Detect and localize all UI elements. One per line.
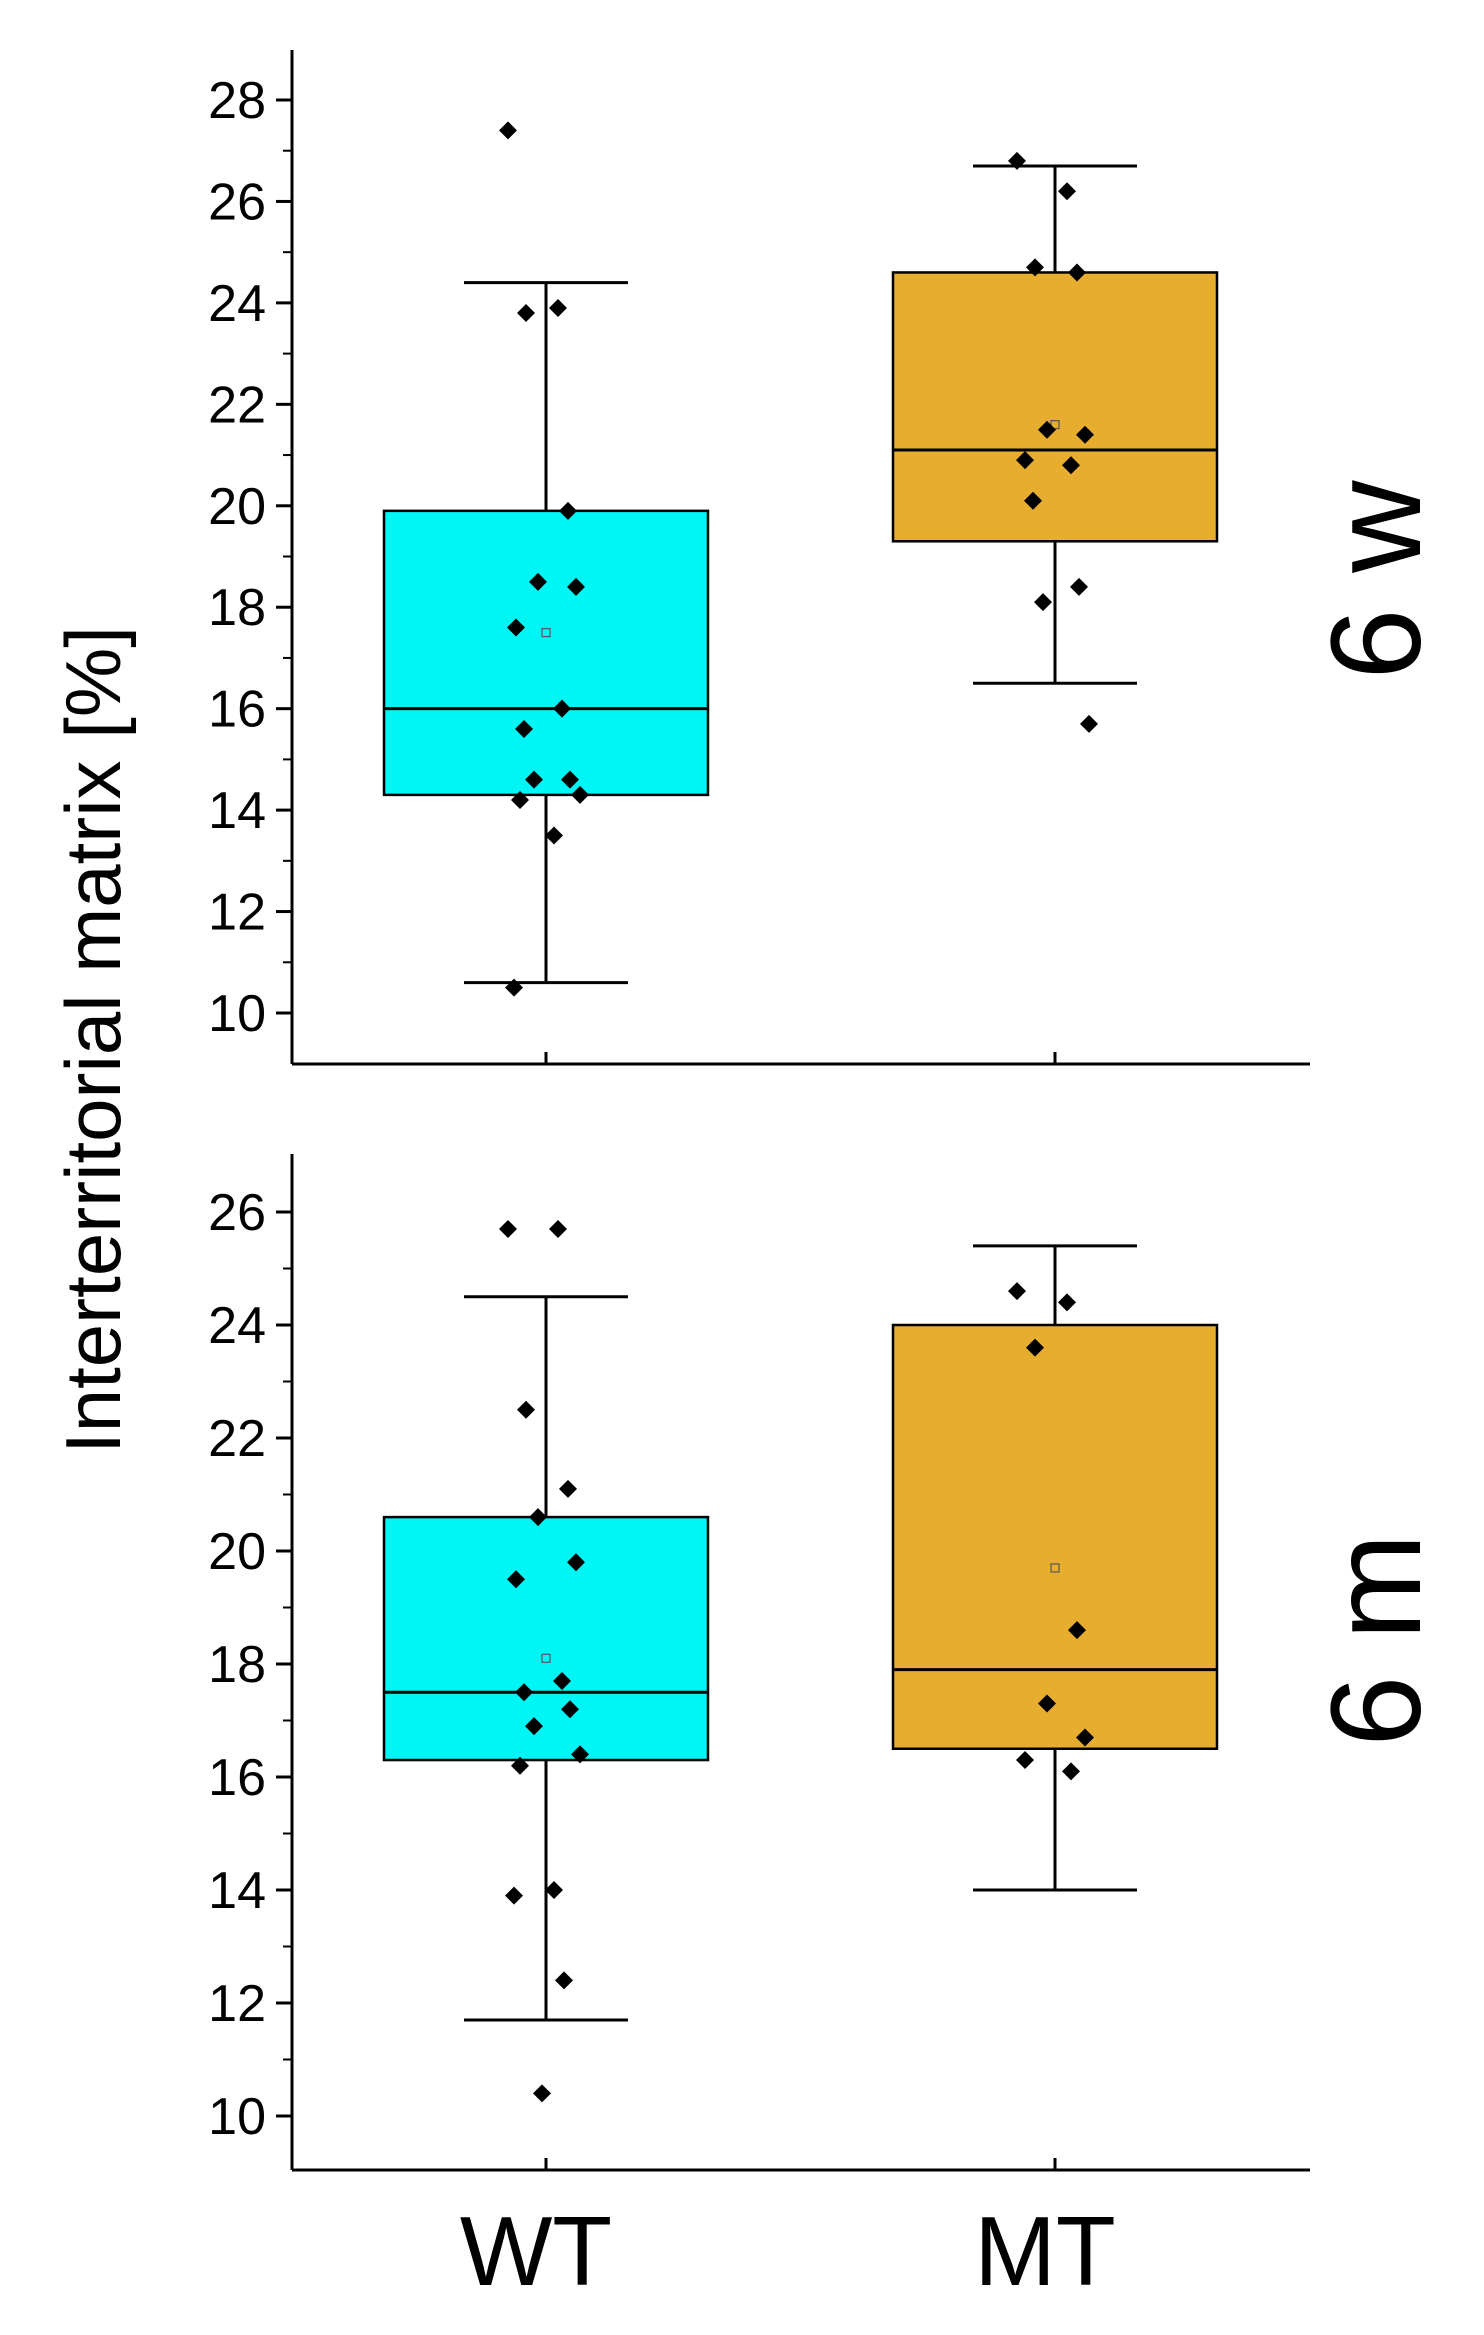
data-point bbox=[545, 1881, 563, 1899]
box-iqr bbox=[382, 1515, 710, 1762]
data-point bbox=[1058, 1293, 1076, 1312]
y-tick-label: 14 bbox=[208, 1862, 266, 1920]
x-category-label: MT bbox=[974, 2196, 1116, 2306]
data-point bbox=[549, 1219, 567, 1238]
y-tick-label: 10 bbox=[208, 985, 266, 1043]
y-tick-label: 24 bbox=[208, 275, 266, 333]
data-point bbox=[1062, 456, 1080, 475]
data-point bbox=[559, 1479, 577, 1498]
data-point bbox=[499, 121, 517, 140]
panel-label: 6 m bbox=[1305, 1533, 1448, 1746]
data-point bbox=[555, 1971, 573, 1990]
data-point bbox=[571, 1745, 589, 1764]
data-point bbox=[549, 298, 567, 317]
panel-label: 6 w bbox=[1305, 480, 1448, 680]
y-tick-label: 16 bbox=[208, 681, 266, 739]
y-tick-label: 12 bbox=[208, 884, 266, 942]
data-point bbox=[1024, 491, 1042, 510]
data-point bbox=[529, 572, 547, 591]
data-point bbox=[1034, 593, 1052, 612]
data-point bbox=[515, 719, 533, 738]
x-category-label: WT bbox=[460, 2196, 612, 2306]
data-point bbox=[533, 2084, 551, 2103]
data-point bbox=[1008, 1282, 1026, 1301]
mean-marker bbox=[1050, 1563, 1060, 1573]
y-tick-label: 18 bbox=[208, 1636, 266, 1694]
data-point bbox=[525, 1717, 543, 1736]
y-tick-label: 12 bbox=[208, 1975, 266, 2033]
y-tick-label: 22 bbox=[208, 376, 266, 434]
data-point bbox=[1026, 1338, 1044, 1357]
data-point bbox=[571, 785, 589, 804]
data-point bbox=[1068, 1621, 1086, 1640]
data-point bbox=[1070, 577, 1088, 596]
box-iqr bbox=[891, 271, 1219, 543]
data-point bbox=[511, 790, 529, 809]
data-point bbox=[1068, 263, 1086, 282]
data-point bbox=[561, 770, 579, 789]
box-iqr bbox=[891, 1323, 1219, 1750]
data-point bbox=[1016, 1751, 1034, 1770]
y-axis-label: Interterritorial matrix [%] bbox=[49, 626, 137, 1454]
box-iqr bbox=[382, 509, 710, 797]
y-tick-label: 14 bbox=[208, 782, 266, 840]
data-point bbox=[1080, 714, 1098, 733]
data-point bbox=[1038, 420, 1056, 439]
y-tick-label: 20 bbox=[208, 478, 266, 536]
data-point bbox=[529, 1508, 547, 1527]
data-point bbox=[525, 770, 543, 789]
data-point bbox=[1038, 1694, 1056, 1713]
data-point bbox=[545, 826, 563, 845]
data-point bbox=[517, 1400, 535, 1419]
data-point bbox=[515, 1683, 533, 1702]
data-point bbox=[1058, 182, 1076, 201]
data-point bbox=[517, 304, 535, 323]
data-point bbox=[505, 1886, 523, 1905]
data-point bbox=[559, 501, 577, 520]
data-point bbox=[1076, 1728, 1094, 1747]
mean-marker bbox=[541, 627, 551, 638]
y-tick-label: 26 bbox=[208, 173, 266, 231]
data-point bbox=[553, 1671, 571, 1690]
y-tick-label: 26 bbox=[208, 1184, 266, 1242]
y-tick-label: 18 bbox=[208, 579, 266, 637]
data-point bbox=[553, 699, 571, 718]
data-point bbox=[511, 1756, 529, 1775]
data-point bbox=[567, 577, 585, 596]
mean-marker bbox=[541, 1653, 551, 1663]
y-tick-label: 22 bbox=[208, 1410, 266, 1468]
data-point bbox=[567, 1553, 585, 1572]
data-point bbox=[1026, 258, 1044, 277]
y-tick-label: 16 bbox=[208, 1749, 266, 1807]
data-point bbox=[1076, 425, 1094, 444]
data-point bbox=[505, 978, 523, 997]
data-point bbox=[1062, 1762, 1080, 1781]
data-point bbox=[1016, 451, 1034, 470]
data-point bbox=[507, 1570, 525, 1589]
y-tick-label: 10 bbox=[208, 2088, 266, 2146]
data-point bbox=[1008, 151, 1026, 170]
mean-marker bbox=[1050, 420, 1060, 430]
y-tick-label: 24 bbox=[208, 1297, 266, 1355]
data-point bbox=[561, 1700, 579, 1719]
y-tick-label: 20 bbox=[208, 1523, 266, 1581]
data-point bbox=[507, 618, 525, 637]
y-tick-label: 28 bbox=[208, 72, 266, 130]
data-point bbox=[499, 1219, 517, 1238]
